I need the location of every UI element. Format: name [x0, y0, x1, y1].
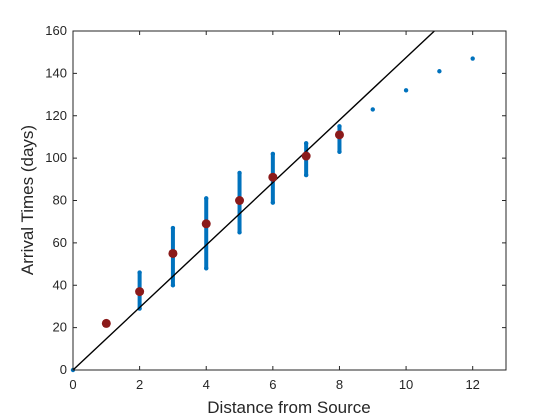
mean-point-4 [201, 219, 211, 229]
y-tick-label-100: 100 [45, 150, 67, 165]
x-tick-label-12: 12 [465, 377, 479, 392]
data-point-12 [470, 56, 475, 61]
mean-point-6 [268, 172, 278, 182]
data-spread-max-point-5 [237, 170, 242, 176]
y-axis-label: Arrival Times (days) [18, 125, 37, 275]
data-spread-max-point-2 [137, 270, 142, 275]
y-tick-label-0: 0 [60, 362, 67, 377]
mean-point-7 [301, 151, 311, 161]
data-spread-min-point-5 [237, 230, 242, 235]
x-tick-label-10: 10 [399, 377, 413, 392]
data-spread-min-point-4 [204, 266, 209, 271]
x-axis-label: Distance from Source [207, 398, 370, 417]
data-point-9 [370, 107, 375, 112]
data-spread-min-point-2 [137, 306, 142, 311]
data-spread-max-point-8 [337, 124, 342, 129]
data-spread-max-point-4 [204, 196, 209, 201]
x-tick-label-0: 0 [69, 377, 76, 392]
y-tick-label-140: 140 [45, 65, 67, 80]
data-spread-min-point-7 [303, 172, 309, 178]
x-tick-label-6: 6 [269, 377, 276, 392]
mean-point-2 [135, 287, 145, 297]
data-spread-min-point-8 [337, 149, 342, 154]
data-point-10 [403, 88, 409, 93]
reference-line [72, 30, 435, 371]
data-spread-max-point-3 [170, 225, 176, 231]
data-spread-max-point-6 [270, 151, 276, 157]
y-tick-label-80: 80 [53, 193, 67, 208]
x-tick-label-2: 2 [136, 377, 143, 392]
x-tick-label-8: 8 [336, 377, 343, 392]
mean-point-1 [101, 318, 111, 328]
x-tick-label-4: 4 [203, 377, 210, 392]
y-tick-label-60: 60 [53, 235, 67, 250]
data-spread-min-point-6 [270, 200, 276, 205]
y-tick-label-120: 120 [45, 108, 67, 123]
mean-point-5 [235, 196, 245, 205]
y-tick-label-40: 40 [53, 277, 67, 292]
plot-background [73, 31, 506, 370]
plot-content [70, 30, 475, 373]
y-tick-label-160: 160 [45, 23, 67, 38]
data-spread-max-point-7 [303, 141, 309, 146]
y-tick-label-20: 20 [53, 320, 67, 335]
mean-point-8 [334, 130, 344, 140]
data-spread-min-point-3 [170, 283, 176, 288]
data-point-11 [437, 69, 442, 74]
mean-point-3 [168, 248, 178, 258]
